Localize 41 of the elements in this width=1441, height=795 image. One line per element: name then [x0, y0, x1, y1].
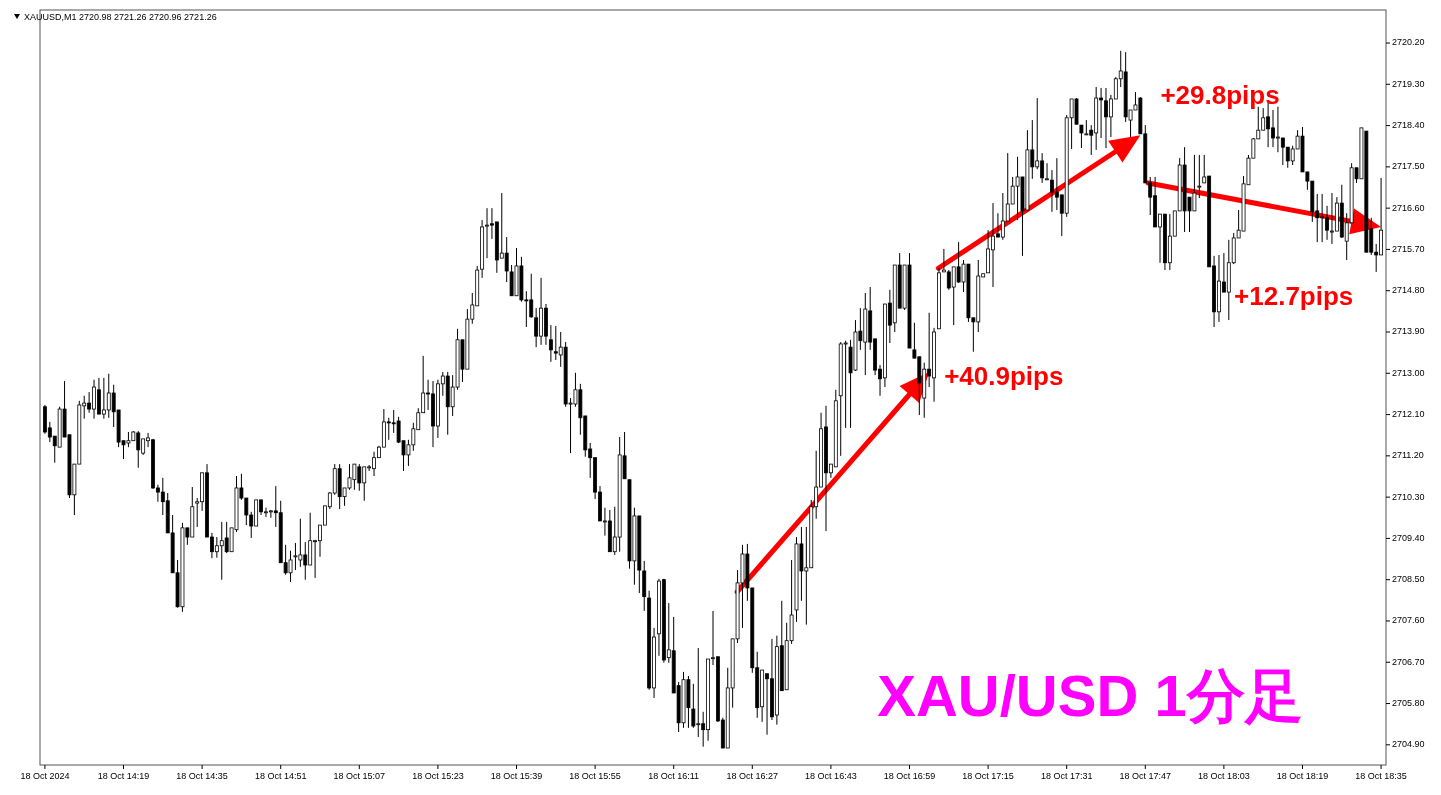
x-tick-label: 18 Oct 18:03	[1198, 771, 1250, 781]
y-tick-label: 2720.20	[1392, 37, 1425, 48]
x-tick-label: 18 Oct 14:35	[176, 771, 228, 781]
x-tick-label: 18 Oct 18:19	[1276, 771, 1329, 781]
y-tick-label: 2715.70	[1392, 243, 1425, 254]
y-tick-label: 2707.60	[1392, 615, 1425, 626]
y-tick-label: 2714.80	[1392, 285, 1425, 296]
x-tick-label: 18 Oct 18:35	[1355, 771, 1407, 781]
x-tick-label: 18 Oct 16:11	[648, 771, 700, 781]
y-tick-label: 2718.40	[1392, 119, 1425, 130]
y-tick-label: 2705.80	[1392, 697, 1425, 708]
x-tick-label: 18 Oct 15:55	[569, 771, 621, 781]
y-tick-label: 2706.70	[1392, 656, 1425, 667]
y-tick-label: 2710.30	[1392, 491, 1425, 502]
x-tick-label: 18 Oct 14:51	[254, 771, 307, 781]
y-tick-label: 2713.00	[1392, 367, 1425, 378]
y-tick-label: 2704.90	[1392, 739, 1425, 750]
annotation: +12.7pips	[1234, 280, 1354, 311]
y-tick-label: 2709.40	[1392, 532, 1425, 543]
chart-subtitle: XAUUSD,M1 2720.98 2721.26 2720.96 2721.26	[24, 12, 217, 22]
y-tick-label: 2712.10	[1392, 408, 1425, 419]
x-tick-label: 18 Oct 17:47	[1119, 771, 1172, 781]
y-tick-label: 2717.50	[1392, 161, 1425, 172]
annotation: +29.8pips	[1160, 80, 1280, 111]
x-tick-label: 18 Oct 16:43	[805, 771, 857, 781]
x-tick-label: 18 Oct 2024	[20, 771, 70, 781]
x-tick-label: 18 Oct 15:39	[490, 771, 543, 781]
y-tick-label: 2711.20	[1392, 450, 1424, 461]
x-tick-label: 18 Oct 14:19	[97, 771, 150, 781]
y-tick-label: 2708.50	[1392, 574, 1425, 585]
x-tick-label: 18 Oct 16:59	[883, 771, 936, 781]
y-tick-label: 2716.60	[1392, 202, 1425, 213]
x-tick-label: 18 Oct 15:07	[333, 771, 386, 781]
y-tick-label: 2713.90	[1392, 326, 1425, 337]
annotation: +40.9pips	[944, 360, 1064, 391]
x-tick-label: 18 Oct 17:15	[962, 771, 1014, 781]
x-tick-label: 18 Oct 17:31	[1040, 771, 1093, 781]
x-tick-label: 18 Oct 15:23	[412, 771, 464, 781]
x-tick-label: 18 Oct 16:27	[726, 771, 779, 781]
text: XAU/USD 1分足	[877, 663, 1303, 728]
y-tick-label: 2719.30	[1392, 78, 1425, 89]
